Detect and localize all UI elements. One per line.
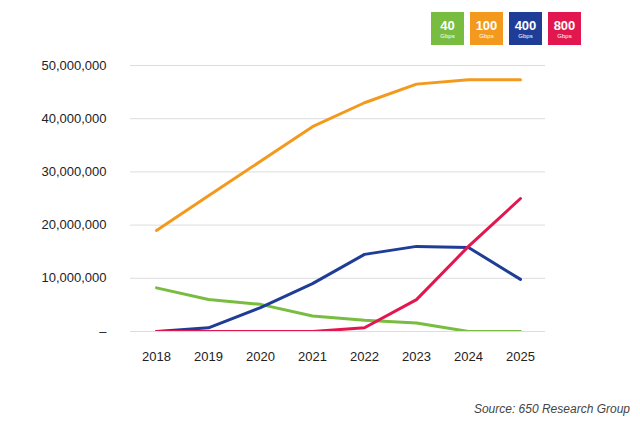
- html-text:40: 40: [440, 17, 455, 33]
- svg-text:2022: 2022: [350, 349, 379, 364]
- svg-text:2025: 2025: [506, 349, 535, 364]
- html-text:Gbps: Gbps: [518, 32, 533, 39]
- svg-text:20,000,000: 20,000,000: [41, 217, 106, 232]
- html-text:Gbps: Gbps: [557, 32, 572, 39]
- html-text:Source: 650 Research Group: Source: 650 Research Group: [473, 402, 630, 416]
- svg-text:2023: 2023: [402, 349, 431, 364]
- html-text:Gbps: Gbps: [440, 32, 455, 39]
- svg-text:2019: 2019: [194, 349, 223, 364]
- svg-text:2024: 2024: [454, 349, 483, 364]
- svg-text:30,000,000: 30,000,000: [41, 164, 106, 179]
- svg-text:50,000,000: 50,000,000: [41, 58, 106, 73]
- svg-text:2018: 2018: [142, 349, 171, 364]
- html-text:Gbps: Gbps: [479, 32, 494, 39]
- svg-text:40,000,000: 40,000,000: [41, 111, 106, 126]
- html-text:400: 400: [514, 17, 537, 33]
- html-text:100: 100: [475, 17, 498, 33]
- html-text:800: 800: [553, 17, 576, 33]
- svg-text:2021: 2021: [298, 349, 327, 364]
- svg-text:2020: 2020: [246, 349, 275, 364]
- svg-text:–: –: [99, 324, 107, 339]
- svg-text:10,000,000: 10,000,000: [41, 270, 106, 285]
